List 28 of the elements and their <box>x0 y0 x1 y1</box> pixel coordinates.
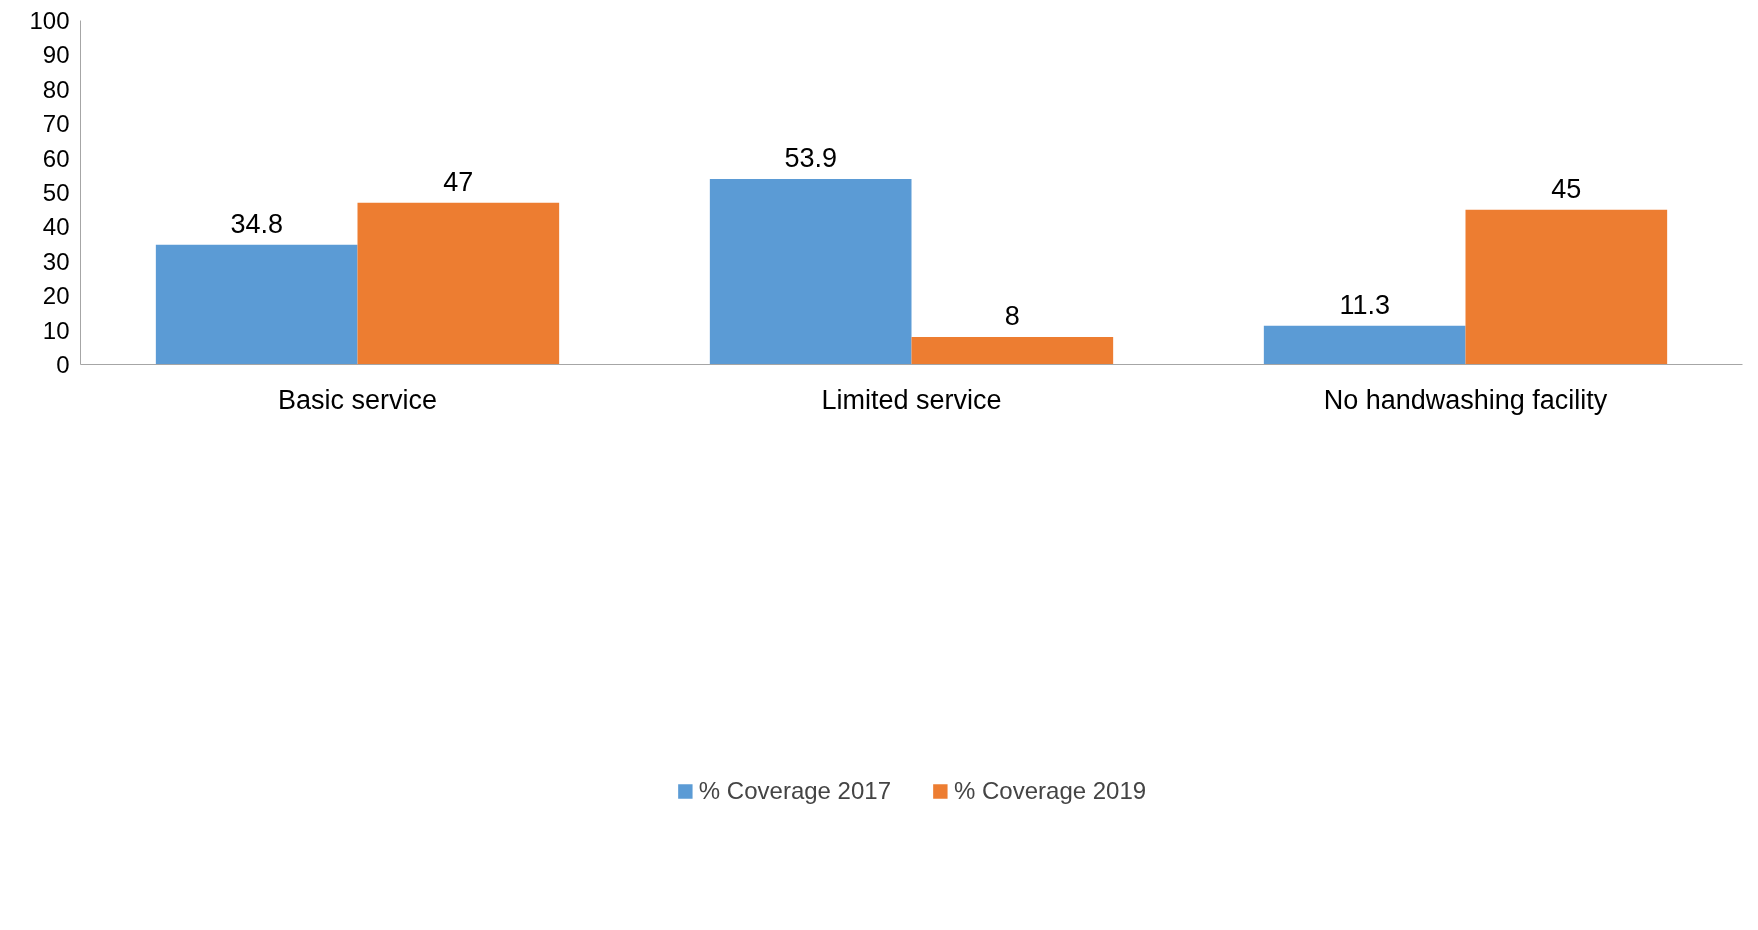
x-tick-label: Basic service <box>277 384 438 415</box>
x-tick-label: Limited service <box>821 384 1002 415</box>
legend-label: % Coverage 2019 <box>954 777 1147 805</box>
x-tick-label: No handwashing facility <box>1323 384 1608 415</box>
legend-label: % Coverage 2017 <box>698 777 891 805</box>
bar <box>357 202 560 365</box>
data-label: 11.3 <box>1339 289 1390 320</box>
data-label: 45 <box>1551 173 1582 204</box>
y-tick-label: 40 <box>42 213 70 241</box>
bar <box>1263 325 1466 365</box>
y-tick-label: 100 <box>29 7 70 34</box>
data-label: 8 <box>1004 300 1020 331</box>
y-tick-label: 30 <box>42 247 70 275</box>
bar <box>911 336 1114 365</box>
bar <box>709 179 912 365</box>
bar <box>1465 209 1668 365</box>
data-label: 53.9 <box>784 143 837 174</box>
y-tick-label: 50 <box>42 179 70 206</box>
y-tick-label: 60 <box>42 144 70 172</box>
bar <box>155 244 358 365</box>
data-label: 34.8 <box>230 208 283 239</box>
y-tick-label: 80 <box>42 75 70 103</box>
y-tick-label: 10 <box>42 316 70 344</box>
y-tick-label: 20 <box>42 282 70 310</box>
y-tick-label: 70 <box>42 110 70 138</box>
y-tick-label: 0 <box>56 351 70 378</box>
data-label: 47 <box>443 166 474 197</box>
y-tick-label: 90 <box>42 41 70 69</box>
